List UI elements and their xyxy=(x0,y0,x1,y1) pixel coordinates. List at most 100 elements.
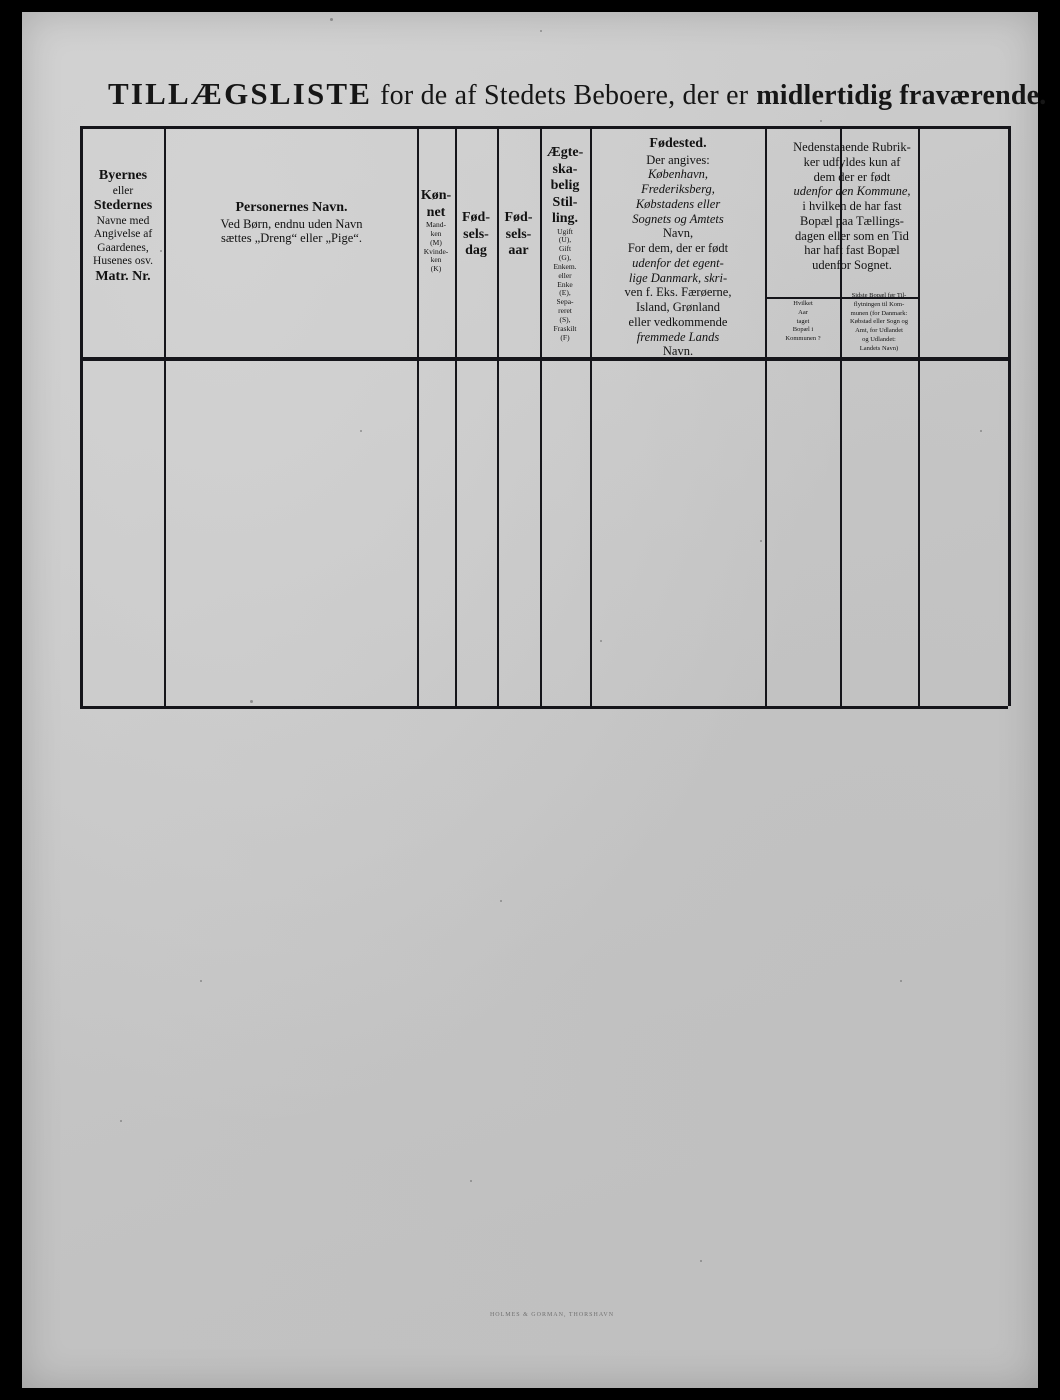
header-line: i hvilken de har fast xyxy=(802,199,902,213)
header-line: Fødested. xyxy=(649,136,707,151)
fine-print-line: Hvilket xyxy=(793,300,813,307)
header-line: Enke xyxy=(557,279,573,289)
header-line: Stil- xyxy=(552,194,578,210)
header-line: udenfor den Kommune, xyxy=(793,184,911,199)
header-line: udenfor det egent- xyxy=(632,255,724,270)
column-divider xyxy=(918,126,920,706)
header-line: Sognets og Amtets xyxy=(632,211,724,226)
header-col-9-lastres: Sidste Bopæl før Til-flytningen til Kom-… xyxy=(843,292,915,353)
header-col-1-place: Byernes eller Stedernes Navne med Angivelse … xyxy=(84,168,162,285)
header-line: Husenes osv. xyxy=(93,255,153,268)
column-divider xyxy=(1008,126,1011,706)
header-line: Navne med xyxy=(96,214,150,227)
fine-print-line: munen (for Danmark: xyxy=(850,309,908,317)
header-line: lige Danmark, skri- xyxy=(628,270,728,285)
header-line: Navn. xyxy=(662,344,694,359)
column-divider xyxy=(164,126,166,706)
printer-imprint: HOLMES & GORMAN, THORSHAVN xyxy=(489,1312,615,1318)
header-line: aar xyxy=(508,243,529,259)
header-line: (F) xyxy=(560,332,570,342)
header-line: Gaardenes, xyxy=(97,241,149,254)
header-col-6-marital: Ægte-ska-belig Stil-ling. Ugift (U), Gift (G)… xyxy=(543,145,587,343)
header-line: Sepa- xyxy=(556,297,574,307)
header-line: sels- xyxy=(463,226,489,242)
header-line: reret xyxy=(558,306,572,316)
header-line: Gift xyxy=(558,244,572,254)
header-line: dag xyxy=(465,243,487,259)
paper-speck xyxy=(470,1180,472,1182)
header-line: fremmede Lands xyxy=(636,329,720,344)
header-line: Island, Grønland xyxy=(635,300,720,315)
row-divider xyxy=(80,357,1008,361)
header-line: Kvinde- xyxy=(423,246,449,256)
paper-speck xyxy=(200,980,202,982)
header-line: eller vedkommende xyxy=(628,314,728,329)
paper-speck xyxy=(120,1120,122,1122)
header-line: Fraskilt xyxy=(553,323,577,333)
paper-speck xyxy=(330,18,333,21)
column-divider xyxy=(540,126,542,706)
paper-speck xyxy=(540,30,542,32)
column-divider xyxy=(417,126,419,706)
header-line: Angivelse af xyxy=(93,228,153,241)
page-title: TILLÆGSLISTE for de af Stedets Beboere, … xyxy=(108,76,1046,122)
row-divider xyxy=(80,706,1008,709)
column-divider xyxy=(590,126,592,706)
fine-print-line: Landets Navn) xyxy=(859,344,899,352)
header-col-8-year: Hvilket Aar taget Bopæl i Kommunen ? xyxy=(768,300,838,344)
header-line: Personernes Navn. xyxy=(235,200,348,215)
header-col-7-birthplace: Fødested. Der angives: København, Frederiks… xyxy=(594,136,762,359)
header-line: (G), xyxy=(558,253,572,263)
fine-print-line: Bopæl i xyxy=(792,326,814,334)
header-line: net xyxy=(426,204,446,220)
header-line: Stedernes xyxy=(93,198,153,214)
paper-speck xyxy=(250,700,253,703)
title-lead: TILLÆGSLISTE xyxy=(108,76,373,111)
column-divider xyxy=(765,126,767,706)
row-divider xyxy=(80,126,1008,129)
paper-speck xyxy=(700,1260,702,1262)
header-line: Enkem. xyxy=(553,261,577,271)
paper-speck xyxy=(980,430,982,432)
title-tail: midlertidig fraværende. xyxy=(756,80,1047,111)
header-line: sels- xyxy=(505,226,532,242)
header-line: (K) xyxy=(430,264,442,274)
fine-print-line: Amt, for Udlandet xyxy=(855,327,903,335)
header-line: Der angives: xyxy=(646,152,710,167)
header-line: (M) xyxy=(430,237,442,247)
header-line: Købstadens eller xyxy=(635,196,721,211)
paper-speck xyxy=(820,120,822,122)
fine-print-line: flytningen til Kom- xyxy=(853,300,905,308)
header-line: eller xyxy=(112,184,134,197)
paper-sheet: TILLÆGSLISTE for de af Stedets Beboere, … xyxy=(22,12,1046,1388)
fine-print-line: Aar xyxy=(798,308,808,316)
paper-speck xyxy=(900,980,902,982)
column-divider xyxy=(80,126,83,706)
header-line: ken xyxy=(430,255,442,265)
header-col-4-birthday: Fød-sels-dag xyxy=(458,210,494,260)
header-line: Fød- xyxy=(504,210,533,225)
column-divider xyxy=(497,126,499,706)
header-line: ling. xyxy=(551,211,579,227)
header-line: Navn, xyxy=(662,226,694,241)
header-line: dagen eller som en Tid xyxy=(795,228,909,243)
header-group-note-8-9: Nedenstaaende Rubrik-ker udfyldes kun af… xyxy=(769,140,935,273)
header-line: har haft fast Bopæl xyxy=(804,243,900,258)
fine-print-line: taget xyxy=(796,317,810,325)
header-line: (S), xyxy=(559,315,571,325)
header-col-2-names: Personernes Navn. Ved Børn, endnu uden Na… xyxy=(170,200,413,246)
header-line: dem der er født xyxy=(813,169,891,184)
header-line: ker udfyldes kun af xyxy=(803,154,901,169)
header-line: ken xyxy=(430,228,442,238)
header-line: eller xyxy=(558,270,572,280)
paper-speck xyxy=(160,250,162,252)
fine-print-line: Købstad eller Sogn og xyxy=(850,318,908,326)
fine-print-line: og Udlandet: xyxy=(862,335,896,343)
header-line: Køn- xyxy=(420,188,452,203)
paper-speck xyxy=(360,430,362,432)
paper-speck xyxy=(760,540,762,542)
header-line: Fød- xyxy=(462,210,490,225)
fine-print-line: Kommunen ? xyxy=(785,335,821,343)
header-col-3-sex: Køn-net Mand-ken (M) Kvinde-ken (K) xyxy=(419,188,453,274)
